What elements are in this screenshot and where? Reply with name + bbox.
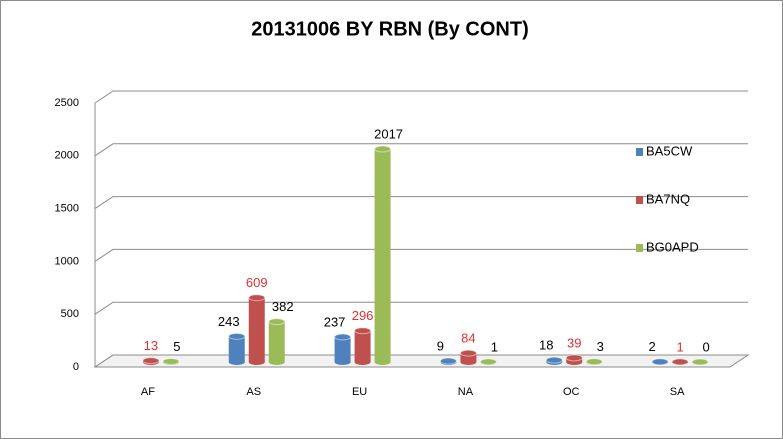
legend-swatch <box>636 244 643 252</box>
data-label: 609 <box>246 275 268 290</box>
y-tick-label: 2500 <box>55 97 79 109</box>
data-label: 39 <box>567 335 581 350</box>
data-label: 2017 <box>374 126 403 141</box>
bar-top <box>565 354 583 362</box>
bar-body <box>248 297 265 362</box>
data-label: 237 <box>324 314 346 329</box>
bar <box>671 358 689 366</box>
chart-title: 20131006 BY RBN (By CONT) <box>251 18 529 40</box>
bar <box>374 145 392 365</box>
bar <box>228 332 246 365</box>
bar-bottom <box>268 359 285 365</box>
data-label: 2 <box>648 339 655 354</box>
legend-label: BA7NQ <box>646 191 690 206</box>
data-label: 382 <box>272 299 294 314</box>
x-tick-label: AS <box>246 386 261 398</box>
bar-top <box>162 357 180 365</box>
y-tick-label: 2000 <box>55 150 79 162</box>
bar <box>585 358 603 366</box>
grid-line <box>94 196 748 210</box>
y-tick-label: 500 <box>61 308 79 320</box>
bar-top <box>651 358 669 366</box>
y-tick-label: 1000 <box>55 255 79 267</box>
bar-top <box>439 357 457 365</box>
bar-top <box>459 349 477 357</box>
data-label: 1 <box>676 339 683 354</box>
bar-body <box>460 353 477 362</box>
legend-swatch <box>636 148 643 156</box>
data-label: 1 <box>491 339 498 354</box>
bar-top <box>142 357 160 365</box>
bar-bottom <box>248 359 265 365</box>
bar <box>479 358 497 366</box>
data-label: 0 <box>702 339 709 354</box>
bar <box>459 349 477 365</box>
bar-top <box>545 356 563 364</box>
data-label: 3 <box>597 339 604 354</box>
bar <box>439 357 457 365</box>
bar-body <box>334 336 351 362</box>
data-label: 13 <box>144 338 158 353</box>
bar-body <box>374 149 391 362</box>
legend-label: BG0APD <box>646 239 699 254</box>
bar <box>334 333 352 365</box>
bar-top <box>334 333 352 341</box>
bar <box>268 318 286 365</box>
bar-top <box>268 318 286 326</box>
data-label: 243 <box>218 314 240 329</box>
bar <box>248 294 266 365</box>
floor <box>93 354 750 368</box>
bar-top <box>354 327 372 335</box>
bar <box>651 358 669 366</box>
x-tick-label: SA <box>670 386 685 398</box>
x-tick-label: NA <box>458 386 474 398</box>
data-label: 18 <box>539 338 553 353</box>
grid-line <box>94 90 748 104</box>
bar-bottom <box>228 359 245 365</box>
bar-top <box>374 145 392 153</box>
legend-label: BA5CW <box>646 143 693 158</box>
bar-top <box>691 358 709 366</box>
bar-top <box>585 358 603 366</box>
bar-bottom <box>374 359 391 365</box>
bar-bottom <box>334 359 351 365</box>
y-tick-label: 0 <box>73 361 79 373</box>
grid-line <box>94 143 748 157</box>
data-label: 84 <box>461 331 475 346</box>
data-label: 296 <box>352 308 374 323</box>
bar-top <box>228 332 246 340</box>
bar <box>565 354 583 365</box>
bar <box>691 358 709 366</box>
bar-body <box>228 336 245 362</box>
x-tick-label: OC <box>563 386 580 398</box>
y-tick-label: 1500 <box>55 203 79 215</box>
data-label: 9 <box>437 338 444 353</box>
grid-line <box>94 354 748 368</box>
bar-body <box>354 330 371 362</box>
bar-body <box>268 321 285 362</box>
data-label: 5 <box>173 339 180 354</box>
bar-bottom <box>354 359 371 365</box>
bar-bottom <box>460 359 477 365</box>
bar <box>162 357 180 365</box>
grid-line <box>94 248 748 262</box>
bar-top <box>671 358 689 366</box>
grid-line <box>94 301 748 315</box>
bar-top <box>479 358 497 366</box>
x-tick-label: EU <box>352 386 367 398</box>
legend-swatch <box>636 196 643 204</box>
x-tick-label: AF <box>141 386 155 398</box>
bar-top <box>248 294 266 302</box>
bar <box>142 357 160 365</box>
bar <box>354 327 372 365</box>
bar <box>545 356 563 365</box>
